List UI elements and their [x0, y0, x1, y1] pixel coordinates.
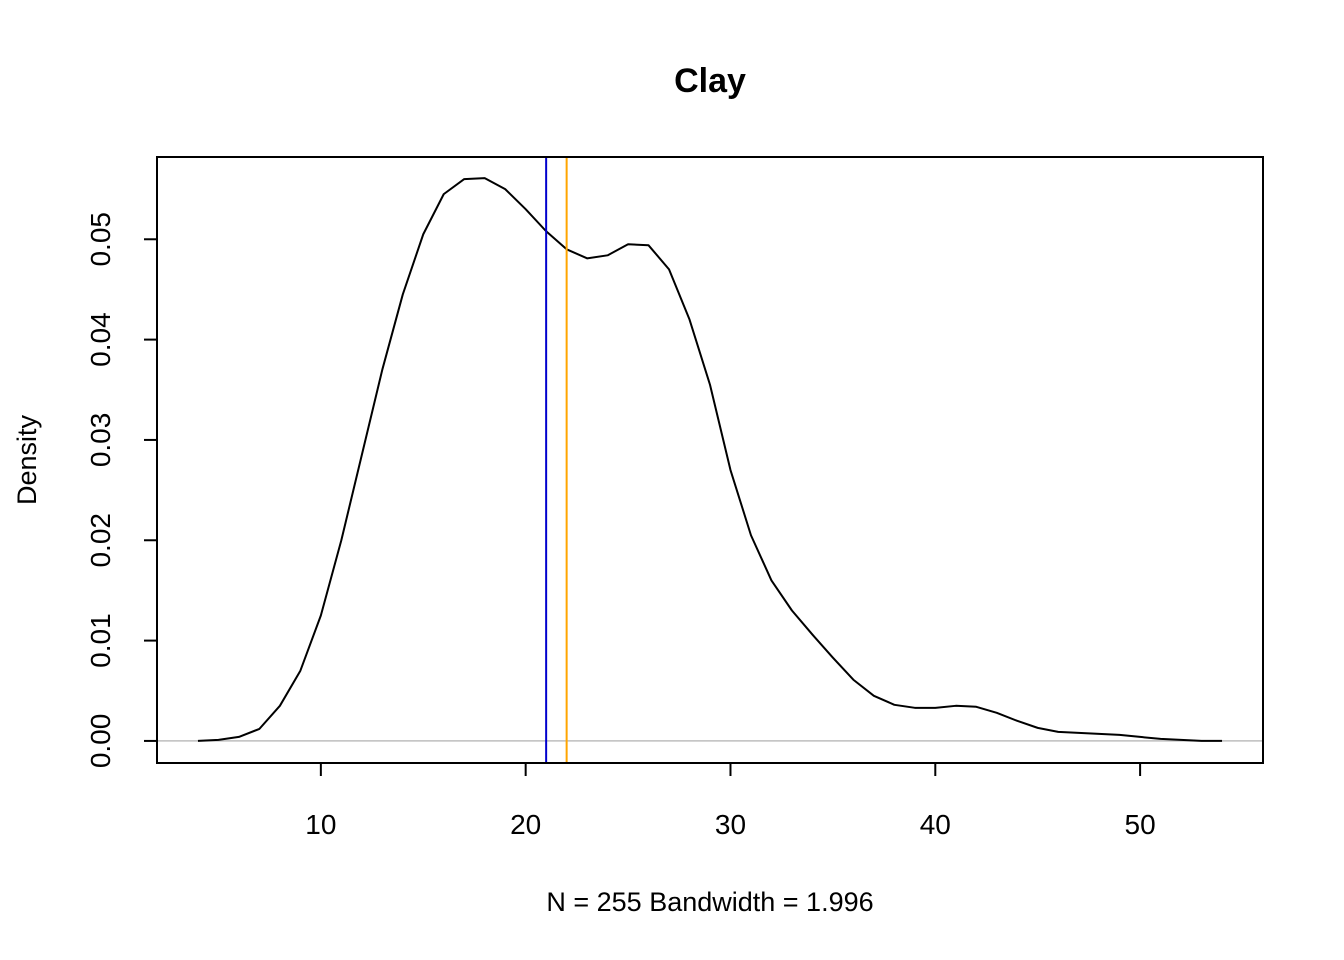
y-tick-label: 0.02	[85, 513, 116, 568]
y-tick-label: 0.00	[85, 714, 116, 769]
x-axis-label: N = 255 Bandwidth = 1.996	[546, 887, 873, 917]
density-curve	[197, 177, 1223, 742]
plot-area	[157, 157, 1263, 763]
x-tick-label: 20	[510, 809, 541, 840]
y-tick-label: 0.01	[85, 613, 116, 668]
y-tick-label: 0.05	[85, 212, 116, 267]
y-axis-label: Density	[12, 414, 42, 505]
y-axis: 0.00 0.01 0.02 0.03 0.04 0.05	[85, 212, 157, 768]
x-tick-label: 50	[1125, 809, 1156, 840]
x-axis: 10 20 30 40 50	[305, 763, 1156, 840]
chart-title: Clay	[674, 62, 746, 100]
reference-lines	[545, 157, 568, 763]
y-tick-label: 0.04	[85, 312, 116, 367]
plot-frame	[156, 156, 1264, 764]
y-tick-label: 0.03	[85, 413, 116, 468]
x-tick-label: 10	[305, 809, 336, 840]
series-layer	[197, 177, 1223, 742]
x-tick-label: 40	[920, 809, 951, 840]
x-tick-label: 30	[715, 809, 746, 840]
